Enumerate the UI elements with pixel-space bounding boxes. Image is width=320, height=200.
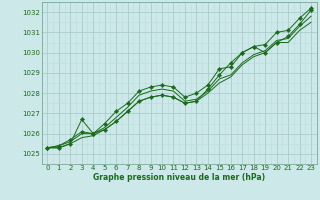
X-axis label: Graphe pression niveau de la mer (hPa): Graphe pression niveau de la mer (hPa) bbox=[93, 173, 265, 182]
